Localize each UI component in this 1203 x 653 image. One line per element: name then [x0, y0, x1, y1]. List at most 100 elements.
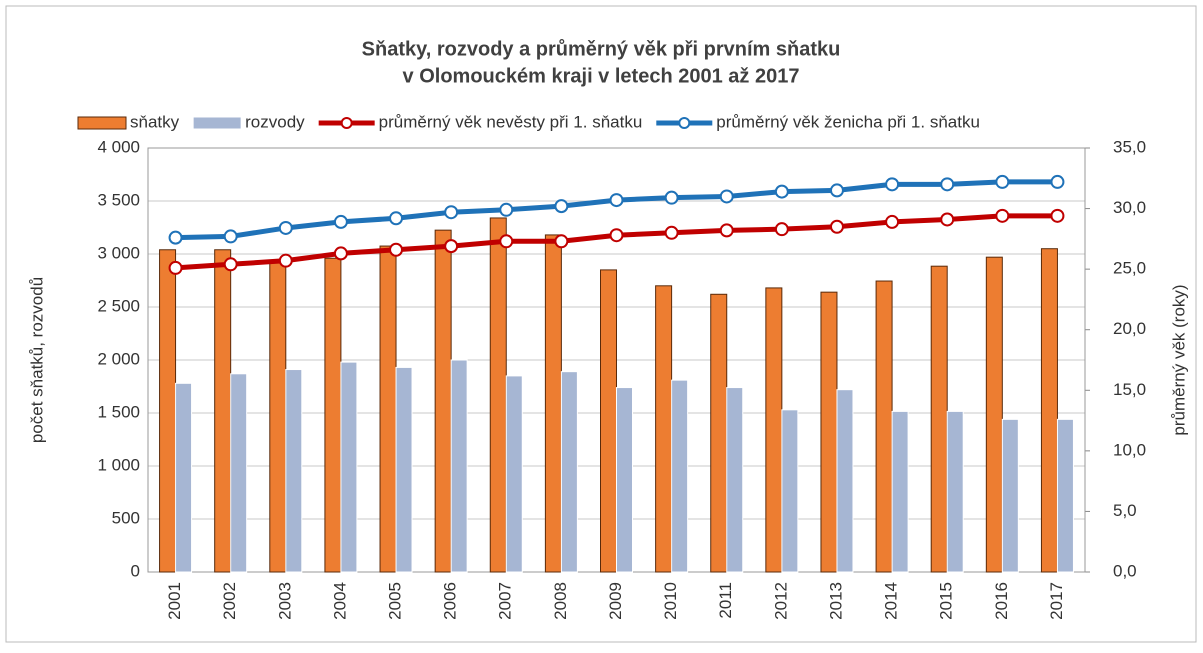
- x-tick-label: 2005: [386, 582, 405, 620]
- point: [554, 234, 569, 249]
- bar: [600, 269, 617, 573]
- y-tick-label: 500: [112, 508, 140, 527]
- bar: [230, 373, 248, 573]
- point: [278, 253, 293, 268]
- point: [168, 260, 183, 275]
- point: [554, 199, 569, 214]
- y-tick-label: 2 000: [97, 349, 140, 368]
- x-tick-label: 2008: [551, 582, 570, 620]
- y2-tick-label: 35,0: [1113, 137, 1146, 156]
- point: [223, 229, 238, 244]
- point: [719, 223, 734, 238]
- y-tick-label: 3 000: [97, 243, 140, 262]
- y-tick-label: 0: [131, 561, 140, 580]
- bar: [781, 409, 799, 573]
- y2-tick-label: 15,0: [1113, 380, 1146, 399]
- bar: [269, 262, 287, 573]
- legend-swatch: [678, 117, 691, 129]
- point: [333, 246, 348, 261]
- point: [940, 177, 955, 192]
- x-tick-label: 2009: [606, 582, 625, 620]
- y2-tick-label: 5,0: [1113, 501, 1137, 520]
- point: [333, 214, 348, 229]
- point: [168, 230, 183, 245]
- x-tick-label: 2014: [882, 582, 901, 620]
- point: [444, 239, 459, 254]
- bar: [214, 249, 232, 573]
- bar: [340, 361, 358, 573]
- y2-tick-label: 0,0: [1113, 561, 1137, 580]
- y2-axis-title: průměrný věk (roky): [1169, 284, 1188, 435]
- y-tick-label: 1 500: [97, 402, 140, 421]
- point: [444, 205, 459, 220]
- bar: [930, 265, 948, 573]
- point: [885, 177, 900, 192]
- x-tick-label: 2004: [330, 582, 349, 620]
- point: [609, 193, 624, 208]
- bar: [765, 287, 783, 573]
- bar: [324, 257, 342, 573]
- legend-swatch: [77, 116, 127, 130]
- point: [885, 214, 900, 229]
- bar: [505, 375, 523, 573]
- y-tick-label: 4 000: [97, 137, 140, 156]
- legend-swatch: [340, 117, 353, 129]
- bar: [655, 285, 673, 573]
- bar: [726, 387, 744, 573]
- y2-tick-label: 20,0: [1113, 319, 1146, 338]
- point: [774, 184, 789, 199]
- bar: [450, 359, 468, 573]
- bar: [560, 371, 578, 573]
- point: [609, 228, 624, 243]
- bar: [285, 369, 303, 573]
- bar: [395, 366, 413, 573]
- bar: [489, 217, 507, 573]
- bar: [836, 389, 854, 573]
- y2-tick-label: 10,0: [1113, 440, 1146, 459]
- legend-swatch: [192, 116, 242, 130]
- x-tick-label: 2003: [275, 582, 294, 620]
- point: [995, 208, 1010, 223]
- chart-subtitle: v Olomouckém kraji v letech 2001 až 2017: [403, 65, 800, 87]
- point: [940, 212, 955, 227]
- point: [389, 242, 404, 257]
- bar: [891, 410, 909, 573]
- bar: [671, 379, 689, 573]
- point: [499, 234, 514, 249]
- y-tick-label: 3 500: [97, 190, 140, 209]
- legend-label: průměrný věk nevěsty při 1. sňatku: [379, 112, 643, 131]
- bar: [1056, 418, 1074, 573]
- point: [389, 211, 404, 226]
- point: [774, 222, 789, 237]
- point: [995, 174, 1010, 189]
- legend-label: sňatky: [130, 112, 180, 131]
- bar: [379, 245, 397, 573]
- x-tick-label: 2002: [220, 582, 239, 620]
- bar: [1001, 418, 1019, 573]
- point: [719, 189, 734, 204]
- chart-title: Sňatky, rozvody a průměrný věk při první…: [362, 38, 841, 60]
- bar: [175, 382, 193, 573]
- x-tick-label: 2016: [992, 582, 1011, 620]
- bar: [616, 387, 633, 573]
- x-tick-label: 2001: [165, 582, 184, 620]
- bar: [1040, 248, 1058, 573]
- y2-tick-label: 30,0: [1113, 198, 1146, 217]
- y-axis-title: počet sňatků, rozvodů: [27, 277, 46, 443]
- y2-tick-label: 25,0: [1113, 259, 1146, 278]
- x-tick-label: 2015: [937, 582, 956, 620]
- x-tick-label: 2012: [771, 582, 790, 620]
- bar: [946, 410, 964, 573]
- bar: [820, 291, 838, 573]
- x-tick-label: 2006: [441, 582, 460, 620]
- x-tick-label: 2010: [661, 582, 680, 620]
- legend-label: průměrný věk ženicha při 1. sňatku: [716, 112, 980, 131]
- y-tick-label: 1 000: [97, 455, 140, 474]
- y-tick-label: 2 500: [97, 296, 140, 315]
- bar: [544, 234, 562, 573]
- point: [664, 190, 679, 205]
- point: [829, 183, 844, 198]
- point: [278, 220, 293, 235]
- point: [1050, 208, 1065, 223]
